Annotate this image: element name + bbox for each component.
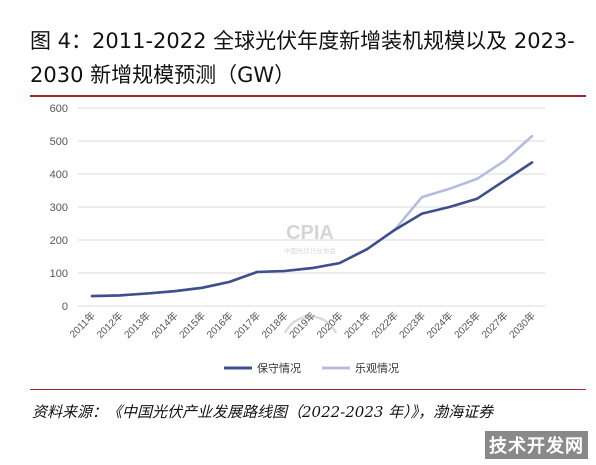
x-tick-label: 2016年: [204, 309, 236, 341]
x-tick-labels: 2011年2012年2013年2014年2015年2016年2017年2018年…: [67, 309, 538, 341]
y-tick-label: 500: [50, 136, 68, 148]
x-tick-label: 2012年: [94, 309, 126, 341]
y-tick-label: 400: [50, 169, 68, 181]
source-note: 资料来源：《中国光伏产业发展路线图（2022-2023 年）》，渤海证券: [32, 403, 494, 421]
legend: 保守情况 乐观情况: [224, 361, 399, 375]
title-divider: [30, 95, 586, 97]
series-line: [90, 161, 534, 298]
series-lines: [90, 134, 534, 298]
y-tick-label: 300: [50, 202, 68, 214]
x-tick-label: 2021年: [341, 309, 373, 341]
legend-label: 保守情况: [257, 361, 301, 375]
x-tick-label: 2017年: [231, 309, 263, 341]
cpia-watermark: CPIA 中国光伏行业协会: [283, 222, 338, 334]
y-tick-labels: 0 100 200 300 400 500 600: [50, 103, 68, 313]
x-tick-label: 2015年: [176, 309, 208, 341]
source-divider: [30, 389, 586, 390]
legend-label: 乐观情况: [355, 362, 399, 375]
series-line: [90, 134, 534, 298]
y-tick-label: 100: [50, 268, 68, 280]
x-tick-label: 2024年: [424, 309, 456, 341]
x-tick-label: 2025年: [451, 309, 483, 341]
y-tick-label: 0: [62, 301, 68, 313]
y-tick-label: 600: [50, 103, 68, 115]
x-tick-label: 2030年: [506, 309, 538, 341]
x-tick-label: 2014年: [149, 309, 181, 341]
y-gridlines: [78, 107, 545, 307]
watermark-logo-text: CPIA: [286, 222, 334, 244]
chart-title: 图 4：2011-2022 全球光伏年度新增装机规模以及 2023-2030 新…: [30, 29, 575, 87]
site-watermark: 技术开发网: [485, 431, 588, 459]
x-tick-label: 2022年: [369, 309, 401, 341]
line-chart: 0 100 200 300 400 500 600 2011年2012年2013年2014年…: [50, 103, 545, 375]
watermark-logo-subtext: 中国光伏行业协会: [284, 246, 337, 255]
y-tick-label: 200: [50, 235, 68, 247]
x-tick-label: 2011年: [67, 309, 98, 340]
x-tick-label: 2023年: [396, 309, 428, 341]
x-tick-label: 2018年: [259, 309, 291, 341]
x-tick-label: 2027年: [479, 309, 511, 341]
x-tick-label: 2013年: [121, 309, 153, 341]
watermark-arc-icon: [283, 315, 338, 334]
